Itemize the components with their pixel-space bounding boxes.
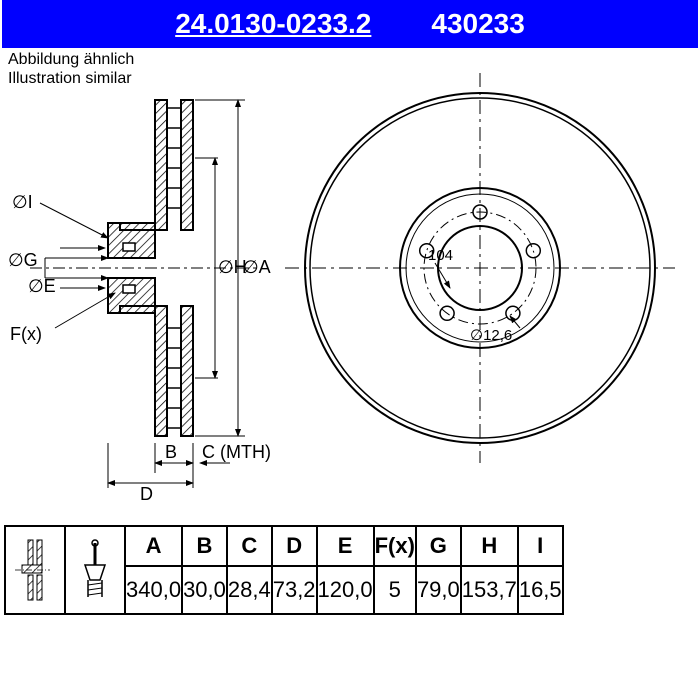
diagram-svg: ∅I ∅G ∅E F(x) B D C (MTH) — [0, 48, 700, 518]
bolt-circle-label: 104 — [428, 247, 453, 264]
header-bar: 24.0130-0233.2 430233 — [2, 0, 698, 48]
label-G: ∅G — [8, 250, 38, 270]
val-C: 28,4 — [227, 566, 272, 614]
col-H: H — [461, 526, 518, 566]
label-A: ∅A — [243, 257, 271, 277]
val-E: 120,0 — [317, 566, 374, 614]
part-number: 24.0130-0233.2 — [175, 8, 371, 40]
col-E: E — [317, 526, 374, 566]
label-D: D — [140, 484, 153, 504]
label-I: ∅I — [12, 192, 33, 212]
col-B: B — [182, 526, 227, 566]
label-E: ∅E — [28, 276, 56, 296]
val-I: 16,5 — [518, 566, 563, 614]
val-H: 153,7 — [461, 566, 518, 614]
disc-icon — [10, 535, 60, 605]
bolt-icon — [70, 535, 120, 605]
front-view: 104 ∅12,6 — [285, 73, 675, 463]
col-A: A — [125, 526, 182, 566]
label-B: B — [165, 442, 177, 462]
col-C: C — [227, 526, 272, 566]
table-header-row: A B C D E F(x) G H I — [5, 526, 563, 566]
col-I: I — [518, 526, 563, 566]
val-Fx: 5 — [374, 566, 416, 614]
col-D: D — [272, 526, 317, 566]
val-B: 30,0 — [182, 566, 227, 614]
disc-icon-cell — [5, 526, 65, 614]
side-view: ∅I ∅G ∅E F(x) B D C (MTH) — [8, 100, 271, 504]
technical-diagram: ∅I ∅G ∅E F(x) B D C (MTH) — [0, 48, 700, 518]
label-Fx: F(x) — [10, 324, 42, 344]
val-G: 79,0 — [416, 566, 461, 614]
bolt-dia-label: ∅12,6 — [470, 327, 512, 344]
val-A: 340,0 — [125, 566, 182, 614]
header-code: 430233 — [431, 8, 524, 40]
col-Fx: F(x) — [374, 526, 416, 566]
col-G: G — [416, 526, 461, 566]
label-C: C (MTH) — [202, 442, 271, 462]
dimension-table: A B C D E F(x) G H I 340,0 30,0 28,4 73,… — [4, 525, 564, 615]
val-D: 73,2 — [272, 566, 317, 614]
bolt-icon-cell — [65, 526, 125, 614]
